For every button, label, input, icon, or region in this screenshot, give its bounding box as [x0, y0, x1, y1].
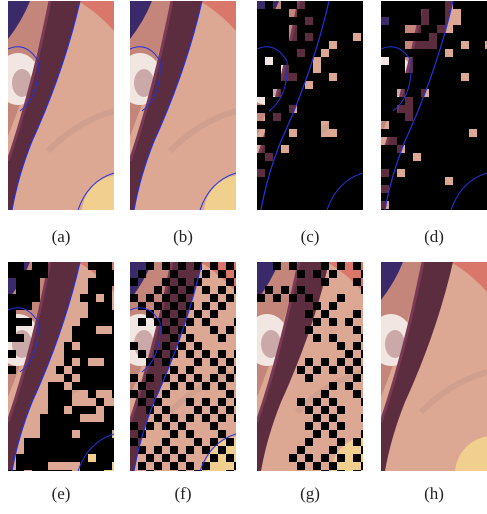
panel-caption: (g) — [300, 484, 320, 503]
image-panel — [118, 1, 280, 251]
panel-caption: (a) — [52, 227, 71, 246]
panel-caption: (e) — [52, 484, 71, 503]
panel-caption: (b) — [173, 227, 193, 246]
image-panel — [118, 262, 280, 512]
panel-caption: (h) — [424, 484, 444, 503]
figure: (a) (b) (c) (d) (e) (f) (g) (h) — [0, 0, 487, 514]
panel-caption: (d) — [424, 227, 444, 246]
image-panel — [369, 262, 487, 512]
panel-caption: (c) — [301, 227, 320, 246]
panel-caption: (f) — [175, 484, 192, 503]
image-panel — [369, 1, 487, 251]
